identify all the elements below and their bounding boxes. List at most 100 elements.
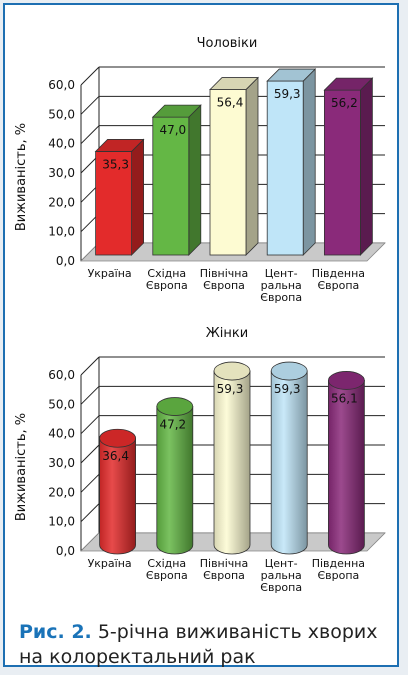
category-label: Південна Європа	[312, 557, 365, 582]
bar-front	[95, 151, 132, 256]
category-label-line: Південна	[312, 267, 365, 280]
data-label: 56,1	[331, 391, 358, 405]
gridline-depth	[80, 356, 100, 376]
bar	[209, 76, 259, 256]
category-label: Південна Європа	[312, 267, 365, 292]
data-label: 35,3	[102, 157, 129, 171]
bar-side	[359, 77, 373, 256]
category-label-line: Східна	[147, 267, 186, 280]
chart-svg: Жінки 0,0 10,0 20,0 30,0 40,0 50,0 60,0 Виживані…	[14, 326, 386, 594]
category-label: Східна Європа	[146, 267, 188, 292]
gridline-depth	[80, 385, 100, 405]
category-label-line: Європа	[317, 279, 359, 292]
bar-top	[209, 77, 259, 90]
men-survival-chart: Чоловіки 0,0 10,0 20,0 30,0 40,0 50,0 60,0 Вижив…	[5, 23, 397, 305]
bar-body	[270, 370, 308, 555]
category-label-line: Європа	[317, 569, 359, 582]
bar	[327, 371, 365, 555]
y-tick-label: 50,0	[48, 397, 75, 411]
bar-top	[323, 77, 374, 91]
data-label: 36,4	[102, 449, 129, 463]
y-tick-label: 40,0	[48, 137, 75, 151]
bar-top	[151, 104, 202, 118]
bar-front	[152, 116, 190, 256]
category-label-line: ральна	[261, 569, 302, 582]
bar-body	[328, 380, 365, 555]
bar-top	[266, 68, 317, 82]
category-label-line: Європа	[260, 581, 302, 594]
gridline-depth	[80, 125, 100, 145]
data-label: 59,3	[274, 87, 301, 101]
y-tick-label: 20,0	[48, 195, 75, 209]
category-label: Північна Європа	[200, 557, 249, 582]
bar-side	[188, 104, 202, 256]
category-label-line: Україна	[88, 557, 132, 570]
y-tick-label: 60,0	[48, 78, 75, 92]
category-label-line: Південна	[312, 557, 365, 570]
y-tick-label: 40,0	[48, 427, 75, 441]
category-label-line: Північна	[200, 267, 249, 280]
data-label: 59,3	[274, 382, 301, 396]
y-tick-label: 0,0	[56, 544, 75, 558]
chart-title: Жінки	[206, 326, 248, 341]
figure-caption: Рис. 2. 5-річна виживаність хворих на ко…	[19, 620, 389, 670]
gridline-depth	[80, 503, 100, 523]
data-label: 56,2	[331, 96, 358, 110]
bar-front	[323, 89, 361, 256]
category-label: Цент-ральна Європа	[260, 557, 302, 594]
bar	[156, 397, 194, 555]
category-label: Україна	[88, 557, 132, 570]
bar	[94, 138, 145, 256]
category-label-line: Україна	[88, 267, 132, 280]
category-label-line: Північна	[200, 557, 249, 570]
bar	[266, 68, 317, 256]
bar-top	[156, 397, 194, 416]
category-label: Цент-ральна Європа	[260, 267, 302, 304]
figure-number: Рис. 2.	[19, 621, 92, 643]
data-label: 56,4	[217, 96, 244, 110]
y-tick-label: 50,0	[48, 107, 75, 121]
bar-top	[94, 139, 145, 152]
gridline-depth	[80, 444, 100, 464]
gridline-depth	[80, 66, 100, 86]
data-label: 47,0	[159, 123, 186, 137]
figure-frame: Чоловіки 0,0 10,0 20,0 30,0 40,0 50,0 60,0 Вижив…	[3, 3, 399, 670]
bar-front	[266, 80, 304, 256]
category-label-line: Цент-	[265, 557, 298, 570]
women-survival-chart: Жінки 0,0 10,0 20,0 30,0 40,0 50,0 60,0 Виживані…	[5, 313, 397, 603]
gridline-depth	[80, 473, 100, 493]
y-tick-label: 10,0	[48, 225, 75, 239]
category-label: Північна Європа	[200, 267, 249, 292]
y-tick-label: 30,0	[48, 166, 75, 180]
data-label: 59,3	[217, 382, 244, 396]
category-label-line: Цент-	[265, 267, 298, 280]
figure-caption-text: 5-річна виживаність хворих на колоректал…	[19, 621, 378, 668]
chart-svg: Чоловіки 0,0 10,0 20,0 30,0 40,0 50,0 60,0 Вижив…	[14, 36, 386, 304]
bar	[270, 361, 308, 555]
category-label-line: ральна	[261, 279, 302, 292]
category-label-line: Європа	[146, 279, 188, 292]
y-axis-label: Виживаність, %	[14, 413, 29, 521]
bar-top	[327, 371, 365, 390]
category-label-line: Східна	[147, 557, 186, 570]
category-label-line: Європа	[146, 569, 188, 582]
bar-body	[156, 406, 194, 555]
category-label: Україна	[88, 267, 132, 280]
chart-title: Чоловіки	[197, 36, 258, 51]
gridline-depth	[80, 415, 100, 435]
category-label-line: Європа	[203, 279, 245, 292]
bar-side	[302, 68, 316, 256]
bar-side	[131, 138, 145, 256]
category-label-line: Європа	[260, 291, 302, 304]
data-label: 47,2	[159, 418, 186, 432]
category-label-line: Європа	[203, 569, 245, 582]
bar	[213, 361, 251, 555]
gridline-depth	[80, 95, 100, 115]
bar-top	[213, 361, 251, 381]
y-tick-label: 60,0	[48, 368, 75, 382]
bar	[323, 77, 374, 256]
bar-top	[270, 361, 308, 381]
bar-front	[209, 89, 247, 256]
bar-side	[245, 76, 259, 256]
bar-body	[99, 437, 136, 555]
